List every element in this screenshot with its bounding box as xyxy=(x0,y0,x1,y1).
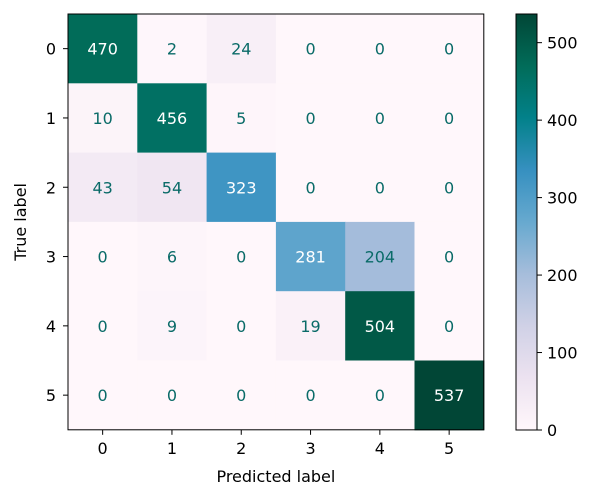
heatmap-cell xyxy=(345,360,415,431)
heatmap-cell xyxy=(206,221,277,292)
x-tick-label: 5 xyxy=(444,439,454,458)
cell-value-label: 24 xyxy=(231,40,251,59)
heatmap-cell xyxy=(68,291,138,361)
heatmap-cell xyxy=(137,152,208,223)
cell-value-label: 0 xyxy=(305,109,315,128)
cell-value-label: 0 xyxy=(444,248,454,267)
heatmap-cell xyxy=(414,291,485,361)
colorbar-tick-label: 500 xyxy=(547,34,578,53)
heatmap-cell xyxy=(275,221,346,292)
heatmap-cell xyxy=(414,152,485,223)
heatmap-cell xyxy=(137,291,208,361)
cell-value-label: 9 xyxy=(167,317,177,336)
x-axis-label: Predicted label xyxy=(216,467,335,486)
heatmap-cell xyxy=(206,83,277,154)
cell-value-label: 0 xyxy=(444,178,454,197)
heatmap-cell xyxy=(68,360,138,431)
cell-value-label: 0 xyxy=(305,178,315,197)
heatmap-cell xyxy=(414,83,485,154)
cell-value-label: 0 xyxy=(444,109,454,128)
heatmap-cell xyxy=(206,291,277,361)
heatmap-cell xyxy=(206,360,277,431)
cell-value-label: 2 xyxy=(167,40,177,59)
heatmap-cell xyxy=(345,14,415,84)
y-tick-label: 0 xyxy=(46,40,56,59)
cell-value-label: 0 xyxy=(375,386,385,405)
y-axis-label: True label xyxy=(11,183,30,262)
y-tick-label: 3 xyxy=(46,248,56,267)
colorbar-tick-label: 200 xyxy=(547,266,578,285)
heatmap-cell xyxy=(68,152,138,223)
cell-value-label: 0 xyxy=(375,178,385,197)
heatmap-cell xyxy=(206,14,277,84)
y-tick-label: 5 xyxy=(46,386,56,405)
cell-value-label: 537 xyxy=(434,386,465,405)
x-tick-label: 3 xyxy=(305,439,315,458)
colorbar-ticks: 0 100 200 300 400 500 xyxy=(537,34,578,440)
x-axis-ticks: 0 1 2 3 4 5 xyxy=(98,429,454,458)
y-tick-label: 2 xyxy=(46,178,56,197)
colorbar xyxy=(515,13,538,431)
heatmap-cell xyxy=(345,152,415,223)
colorbar-tick-label: 0 xyxy=(547,421,557,440)
x-tick-label: 0 xyxy=(98,439,108,458)
cell-value-label: 0 xyxy=(98,248,108,267)
heatmap-cell xyxy=(345,291,415,361)
colorbar-tick-label: 400 xyxy=(547,111,578,130)
heatmap-cell xyxy=(275,360,346,431)
heatmap-cell xyxy=(137,360,208,431)
heatmap-cell xyxy=(414,221,485,292)
cell-value-label: 0 xyxy=(236,248,246,267)
cell-value-label: 0 xyxy=(236,317,246,336)
cell-value-label: 0 xyxy=(305,386,315,405)
heatmap-cell xyxy=(275,152,346,223)
heatmap-cell xyxy=(345,83,415,154)
cell-value-label: 204 xyxy=(365,248,396,267)
heatmap-cell xyxy=(68,83,138,154)
y-tick-label: 4 xyxy=(46,317,56,336)
heatmap-grid: 470 2 24 0 0 0 10 456 5 0 0 0 43 54 323 0 0 0 0 6 0 281 204 0 0 9… xyxy=(68,14,485,431)
cell-value-label: 54 xyxy=(162,178,182,197)
cell-value-label: 6 xyxy=(167,248,177,267)
cell-value-label: 0 xyxy=(444,317,454,336)
cell-value-label: 0 xyxy=(444,40,454,59)
cell-value-label: 0 xyxy=(236,386,246,405)
cell-value-label: 0 xyxy=(375,109,385,128)
y-tick-label: 1 xyxy=(46,109,56,128)
cell-value-label: 5 xyxy=(236,109,246,128)
x-tick-label: 1 xyxy=(167,439,177,458)
x-tick-label: 2 xyxy=(236,439,246,458)
heatmap-cell xyxy=(137,14,208,84)
heatmap-cell xyxy=(137,83,208,154)
cell-value-label: 19 xyxy=(300,317,320,336)
heatmap-cell xyxy=(275,291,346,361)
heatmap-cell xyxy=(414,360,485,431)
x-tick-label: 4 xyxy=(375,439,385,458)
plot-frame xyxy=(67,13,485,431)
y-axis-ticks: 0 1 2 3 4 5 xyxy=(46,40,68,405)
cell-value-label: 10 xyxy=(92,109,112,128)
cell-value-label: 281 xyxy=(295,248,326,267)
colorbar-tick-label: 100 xyxy=(547,344,578,363)
cell-value-label: 456 xyxy=(157,109,188,128)
heatmap-cell xyxy=(68,221,138,292)
cell-value-label: 323 xyxy=(226,178,257,197)
heatmap-cell xyxy=(137,221,208,292)
cell-value-label: 0 xyxy=(98,317,108,336)
heatmap-cell xyxy=(206,152,277,223)
cell-value-label: 0 xyxy=(375,40,385,59)
cell-value-label: 0 xyxy=(305,40,315,59)
cell-value-label: 0 xyxy=(167,386,177,405)
heatmap-cell xyxy=(345,221,415,292)
heatmap-cell xyxy=(275,14,346,84)
cell-value-label: 0 xyxy=(98,386,108,405)
heatmap-cell xyxy=(414,14,485,84)
heatmap-cell xyxy=(275,83,346,154)
heatmap-cell xyxy=(68,14,138,84)
cell-value-label: 43 xyxy=(92,178,112,197)
cell-value-label: 470 xyxy=(87,40,118,59)
colorbar-tick-label: 300 xyxy=(547,189,578,208)
cell-value-label: 504 xyxy=(365,317,396,336)
